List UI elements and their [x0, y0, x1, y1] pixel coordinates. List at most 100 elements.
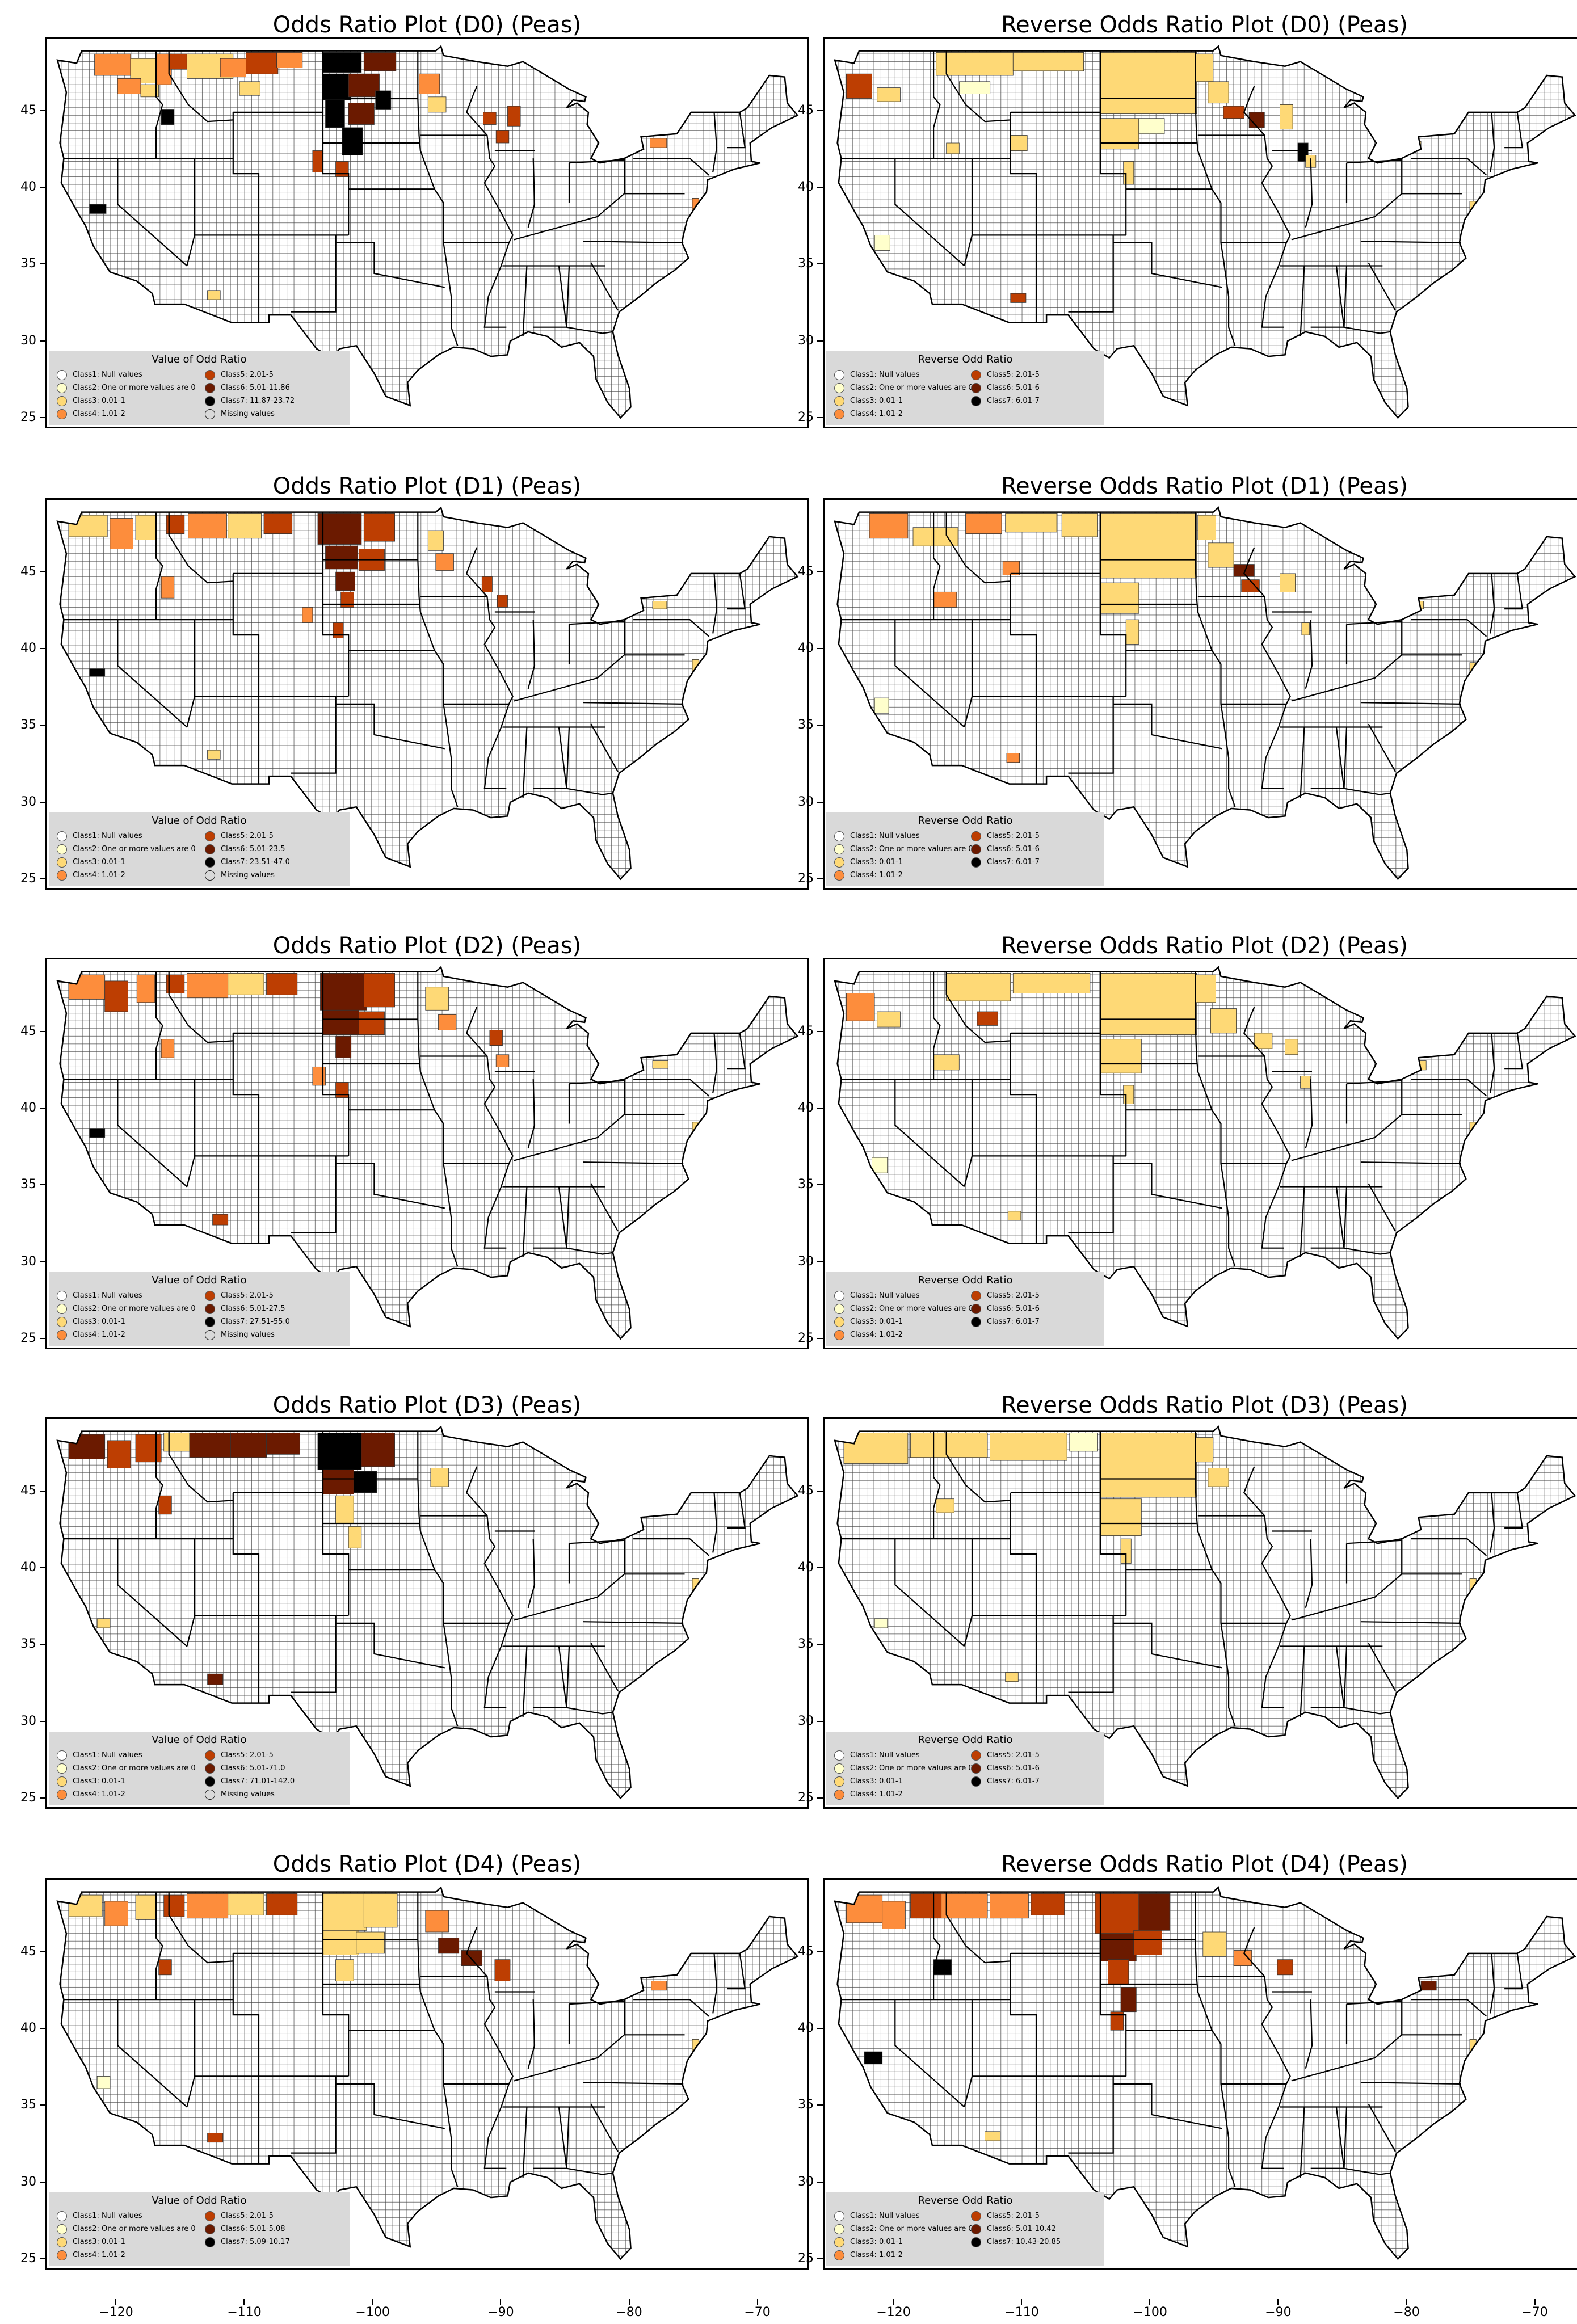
- county-class-region: [1210, 1008, 1237, 1034]
- map-legend: Reverse Odd Ratio Class1: Null values Clas…: [826, 1732, 1104, 1805]
- legend-swatch: [57, 1317, 67, 1327]
- map-panel: [45, 1878, 809, 2270]
- state-boundary: [1068, 696, 1114, 774]
- county-class-region: [1012, 52, 1084, 71]
- county-class-region: [1012, 972, 1091, 994]
- legend-label: Class7: 10.43-20.85: [987, 2238, 1061, 2246]
- state-boundary: [1305, 1539, 1313, 1609]
- state-boundary: [1195, 1431, 1236, 1727]
- state-boundary: [168, 971, 233, 1043]
- legend-title: Reverse Odd Ratio: [918, 2195, 1013, 2207]
- county-class-region: [1277, 1959, 1293, 1976]
- state-boundary: [1195, 512, 1236, 807]
- county-class-region: [161, 109, 175, 125]
- state-boundary: [945, 50, 1011, 123]
- legend-swatch: [834, 870, 844, 881]
- county-class-region: [322, 52, 362, 73]
- state-boundary: [335, 1163, 445, 1209]
- legend-label: Class2: One or more values are 0: [850, 2225, 973, 2233]
- legend-swatch: [205, 1750, 215, 1761]
- county-class-region: [1403, 1060, 1427, 1071]
- state-boundary: [1068, 235, 1114, 313]
- county-class-region: [1108, 1959, 1129, 1985]
- legend-swatch: [834, 396, 844, 406]
- county-class-region: [1300, 1076, 1311, 1089]
- legend-swatch: [57, 870, 67, 881]
- county-class-region: [936, 1498, 954, 1513]
- county-class-region: [89, 668, 106, 677]
- us-outline: [56, 45, 799, 419]
- state-boundary: [1490, 112, 1495, 172]
- lat-tick-mark: [40, 1261, 45, 1262]
- legend-swatch: [971, 844, 981, 854]
- state-boundary: [933, 1892, 941, 2000]
- legend-label: Class2: One or more values are 0: [73, 1304, 196, 1313]
- county-class-region: [1100, 1039, 1142, 1073]
- state-boundary: [727, 112, 746, 149]
- county-class-region: [912, 527, 958, 546]
- county-class-region: [1195, 974, 1216, 1003]
- lat-tick-label: 45: [798, 1944, 814, 1959]
- state-boundary: [335, 1622, 445, 1669]
- legend-label: Class1: Null values: [850, 1751, 920, 1759]
- lat-tick-label: 45: [798, 1483, 814, 1498]
- state-boundary: [894, 1999, 965, 2108]
- county-class-region: [363, 1893, 398, 1928]
- state-boundary: [1010, 112, 1037, 323]
- state-boundary: [291, 1156, 337, 1233]
- state-boundary: [514, 193, 625, 241]
- county-class-region: [946, 142, 960, 154]
- state-boundary: [1343, 2107, 1391, 2175]
- legend-swatch: [834, 2237, 844, 2247]
- legend-label: Class1: Null values: [73, 1751, 142, 1759]
- county-class-region: [358, 1011, 385, 1035]
- state-boundary: [1305, 158, 1313, 228]
- legend-swatch: [205, 396, 215, 406]
- us-outline: [834, 45, 1576, 419]
- lat-tick-label: 25: [798, 1791, 814, 1805]
- lat-tick-label: 30: [798, 333, 814, 348]
- legend-title: Value of Odd Ratio: [152, 815, 247, 827]
- county-class-region: [428, 530, 444, 551]
- county-class-region: [869, 513, 909, 539]
- county-class-region: [140, 84, 159, 98]
- lon-tick-label: −90: [1265, 2305, 1292, 2319]
- county-class-region: [69, 515, 108, 537]
- legend-label: Class5: 2.01-5: [221, 371, 274, 379]
- state-boundary: [1010, 1953, 1037, 2164]
- state-boundary: [945, 1892, 1011, 1964]
- legend-swatch: [834, 1750, 844, 1761]
- us-county-map: [56, 45, 799, 419]
- county-class-region: [188, 513, 227, 539]
- state-boundary: [712, 112, 718, 172]
- county-class-region: [1301, 622, 1310, 635]
- lat-tick-mark: [40, 2181, 45, 2183]
- legend-label: Class3: 0.01-1: [850, 1317, 903, 1326]
- state-boundary: [465, 1927, 514, 2169]
- state-boundary: [1360, 1621, 1461, 1624]
- lat-tick-mark: [40, 1490, 45, 1492]
- county-class-region: [933, 591, 957, 608]
- legend-label: Class6: 5.01-5.08: [221, 2225, 285, 2233]
- state-boundary: [1504, 1492, 1523, 1529]
- state-boundary: [1368, 262, 1396, 311]
- map-legend: Value of Odd Ratio Class1: Null values Cla…: [49, 812, 350, 886]
- lon-tick-mark: [243, 2299, 245, 2305]
- county-class-region: [135, 1894, 157, 1920]
- legend-swatch: [205, 1763, 215, 1774]
- county-class-region: [1195, 1437, 1214, 1463]
- lat-tick-label: 30: [20, 1713, 36, 1728]
- state-boundary: [155, 1431, 163, 1539]
- state-boundary: [1490, 1033, 1495, 1093]
- county-class-region: [96, 1618, 111, 1628]
- state-boundary: [527, 158, 536, 228]
- legend-swatch: [971, 383, 981, 393]
- lat-tick-mark: [817, 1490, 823, 1492]
- state-boundary: [465, 86, 514, 328]
- us-outline: [56, 506, 799, 881]
- county-class-region: [342, 127, 363, 155]
- legend-label: Class6: 5.01-23.5: [221, 845, 285, 853]
- state-boundary: [712, 1492, 718, 1553]
- lat-tick-label: 25: [20, 410, 36, 425]
- county-class-region: [1006, 753, 1020, 763]
